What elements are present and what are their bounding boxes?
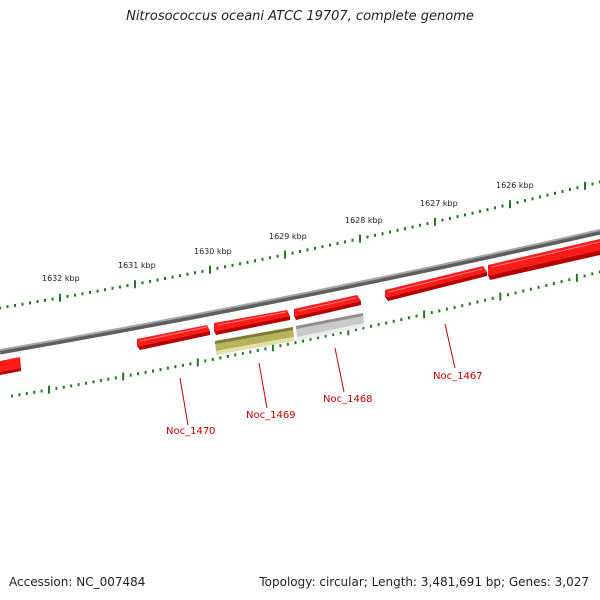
tick-label-1632: 1632 kbp: [42, 274, 80, 283]
gene-arrow-noc-1467[interactable]: [385, 266, 487, 301]
tick-label-1628: 1628 kbp: [345, 216, 383, 225]
gene-arrow-noc-1470[interactable]: [137, 325, 210, 350]
feature-bar-olive[interactable]: [215, 327, 294, 355]
outer-scale-ring: [0, 180, 600, 310]
gene-label-noc-1470: Noc_1470: [166, 426, 216, 437]
gene-arrow[interactable]: [488, 239, 600, 280]
genome-backbone: [0, 229, 600, 355]
tick-label-1629: 1629 kbp: [269, 232, 307, 241]
genome-summary-text: Topology: circular; Length: 3,481,691 bp…: [259, 575, 589, 589]
tick-label-1626: 1626 kbp: [496, 181, 534, 190]
tick-labels: 1626 kbp 1627 kbp 1628 kbp 1629 kbp 1630…: [42, 181, 534, 283]
gene-arrow-noc-1469[interactable]: [214, 310, 290, 335]
gene-leader-lines: [179, 323, 456, 426]
tick-label-1631: 1631 kbp: [118, 261, 156, 270]
tick-label-1630: 1630 kbp: [194, 247, 232, 256]
gene-arrow[interactable]: [0, 357, 21, 375]
map-title: Nitrosococcus oceani ATCC 19707, complet…: [126, 9, 474, 24]
gene-arrow-noc-1468[interactable]: [294, 295, 361, 320]
gene-label-noc-1469: Noc_1469: [246, 410, 296, 421]
gene-label-noc-1467: Noc_1467: [433, 371, 483, 382]
feature-bar-grey[interactable]: [296, 313, 364, 341]
tick-label-1627: 1627 kbp: [420, 199, 458, 208]
gene-track: [0, 239, 600, 375]
gene-label-noc-1468: Noc_1468: [323, 394, 373, 405]
gene-labels: Noc_1470 Noc_1469 Noc_1468 Noc_1467: [166, 371, 483, 437]
inner-scale-ring: [11, 270, 600, 398]
accession-text: Accession: NC_007484: [9, 575, 146, 589]
